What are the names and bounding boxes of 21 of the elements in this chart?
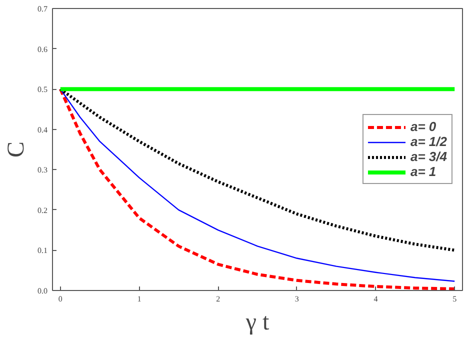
legend-label: a= 1 [410,164,436,179]
y-tick-label: 0.2 [38,206,48,215]
x-tick-label: 2 [216,294,220,304]
x-tick-label: 5 [452,294,457,304]
x-tick-label: 4 [374,294,378,304]
x-tick-label: 1 [137,294,142,304]
legend-label: a= 0 [410,119,436,134]
y-tick-label: 0.7 [38,4,48,14]
y-axis-title: C [4,141,30,158]
y-tick-label: 0.4 [38,125,48,134]
y-tick-label: 0.0 [38,286,48,296]
x-tick-label: 3 [294,294,299,304]
legend-label: a= 3/4 [410,149,447,164]
y-tick-label: 0.3 [38,166,48,175]
y-tick-label: 0.1 [38,246,48,256]
x-axis-title: γ t [244,310,270,336]
line-series [58,88,456,252]
y-tick-label: 0.6 [38,44,48,54]
x-tick-label: 0 [58,294,62,304]
legend-label: a= 1/2 [410,134,447,149]
y-tick-label: 0.5 [38,85,48,94]
